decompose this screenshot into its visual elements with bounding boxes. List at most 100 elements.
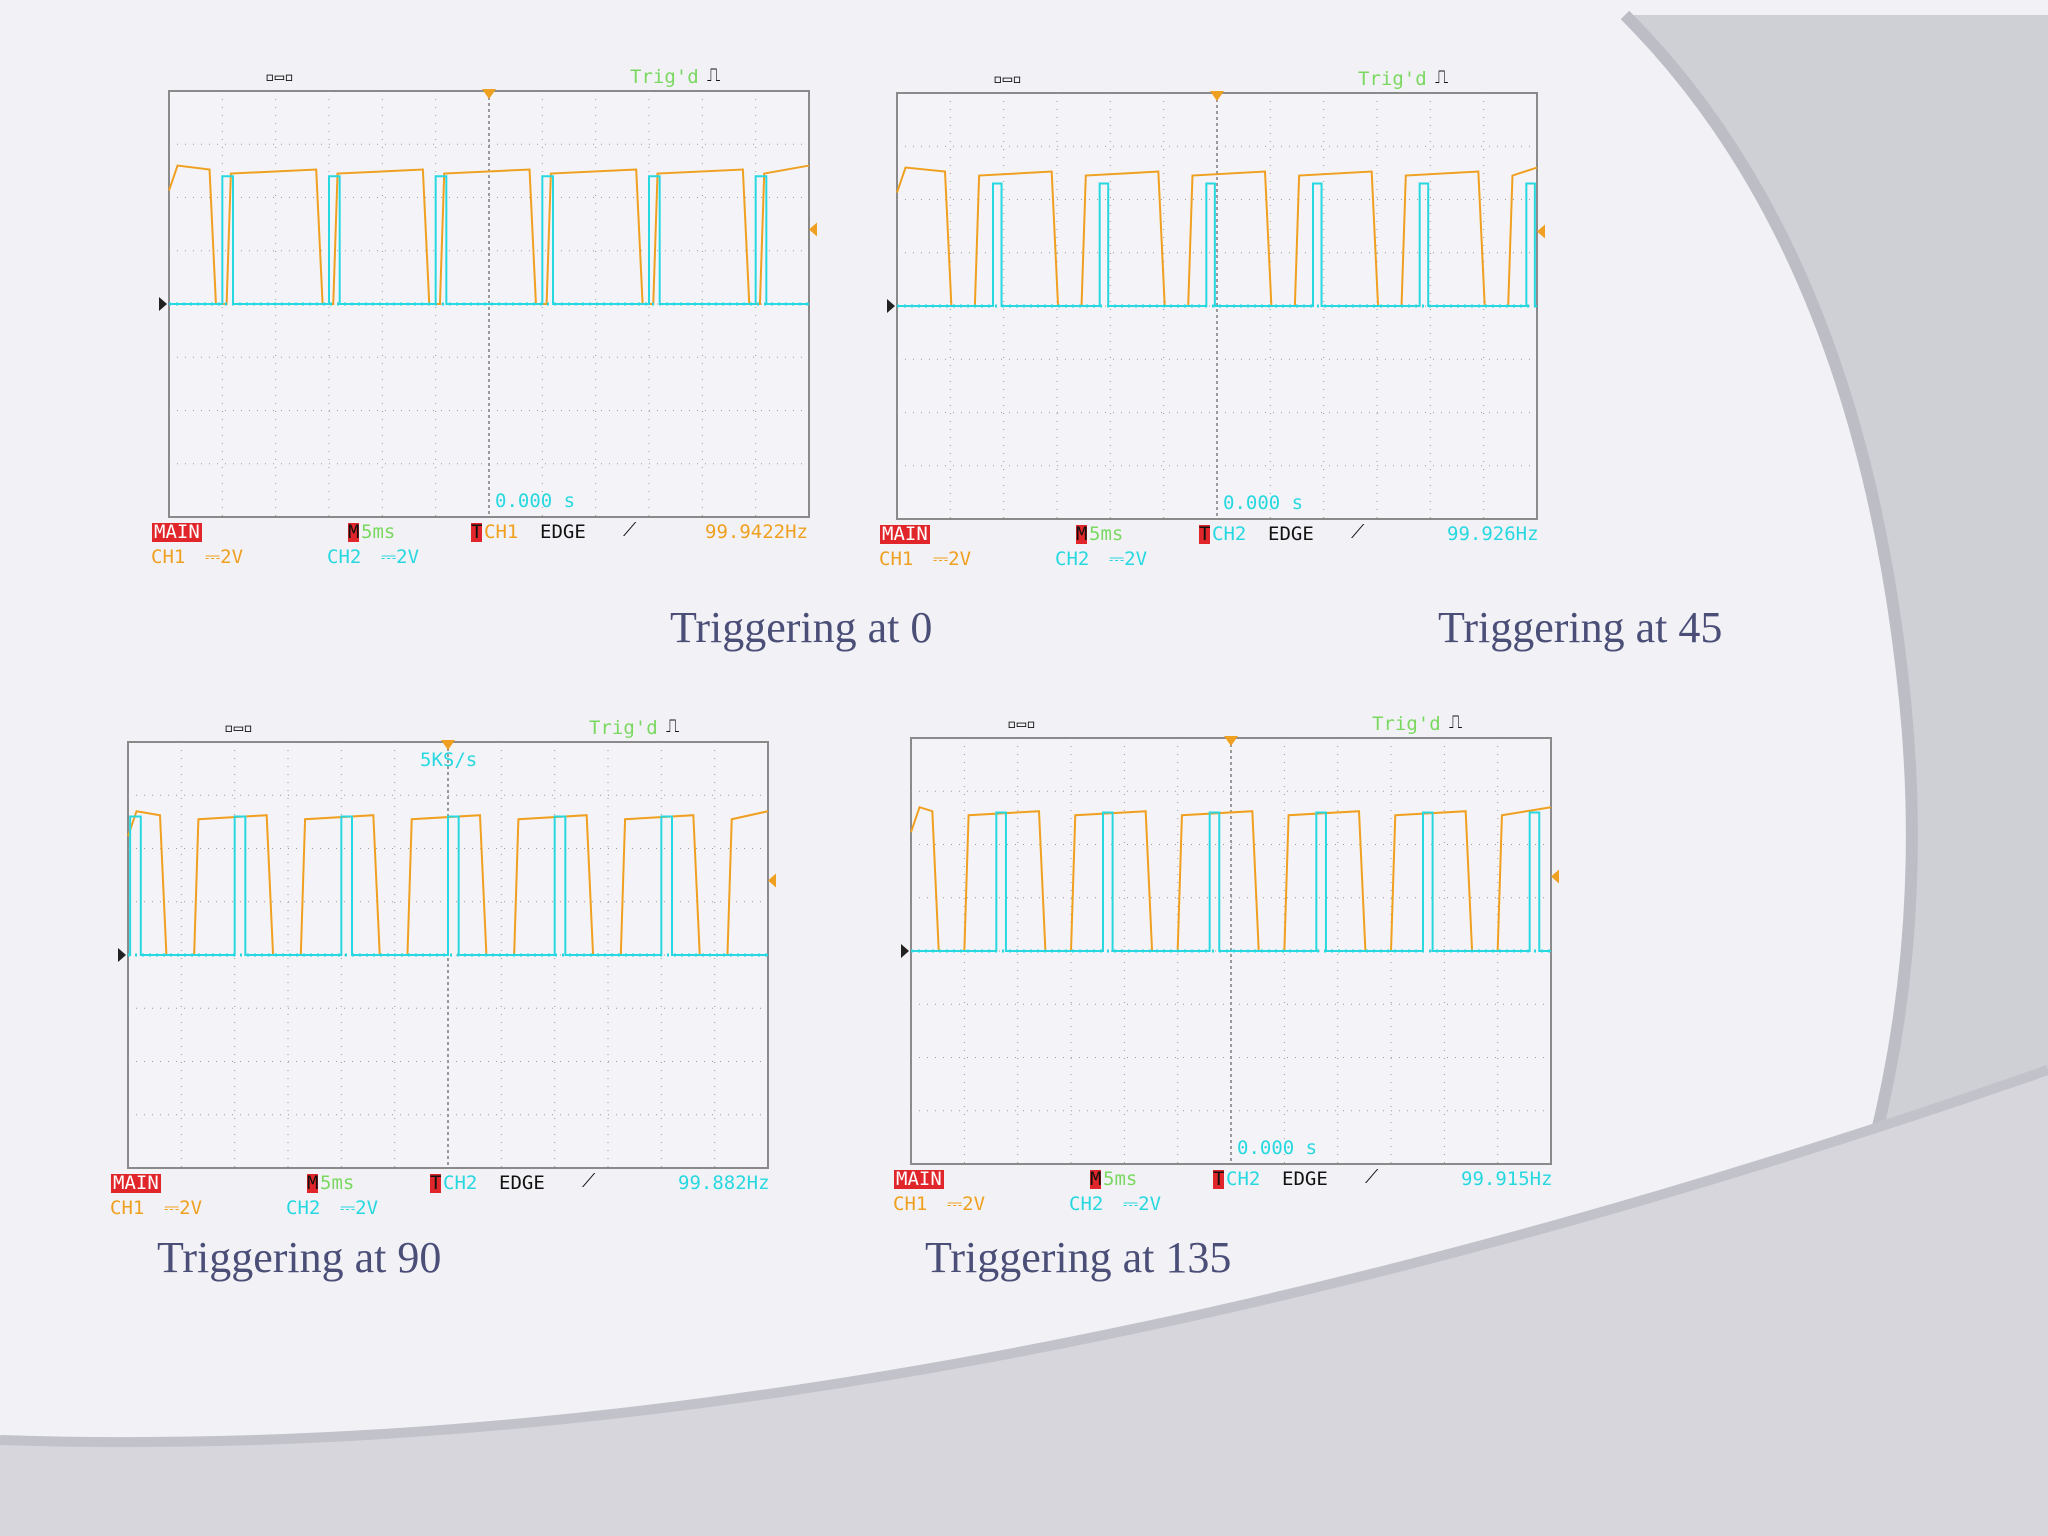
dc-coupling-icon: ⎓ — [947, 1193, 963, 1215]
trigger-position-marker — [482, 89, 496, 99]
trig-status: Trig'd — [1372, 713, 1441, 735]
trigger-type: EDGE — [1268, 523, 1314, 545]
timebase-marker: M — [1090, 1168, 1102, 1190]
storage-icon: ▫▭▫ — [224, 718, 253, 737]
timebase-value: 5ms — [1089, 523, 1124, 545]
ch2-label: CH2 — [327, 546, 362, 568]
scope-screen — [901, 736, 1559, 1165]
trigger-source-value: CH2 — [443, 1172, 478, 1194]
mode-label: MAIN — [880, 523, 930, 545]
trigger-position-marker — [1210, 91, 1224, 101]
dc-coupling-icon: ⎓ — [933, 548, 949, 570]
scope-panel-trig-135: ▫▭▫ Trig'd ⎍ 0.000 s MAIN M5ms TCH2 EDGE… — [887, 707, 1577, 1272]
timebase-marker: M — [307, 1172, 319, 1194]
trigger-position-marker — [1224, 736, 1238, 746]
ch2-scale: ⎓2V — [340, 1199, 378, 1218]
trigger-level-marker — [809, 222, 817, 237]
trigger-marker: T — [1213, 1168, 1225, 1190]
trigger-level-marker — [1537, 224, 1545, 239]
ch1-scale-value: 2V — [948, 548, 972, 570]
ch1-scale: ⎓2V — [933, 550, 971, 569]
timebase-marker: M — [348, 521, 360, 543]
scope-panel-trig-0: ▫▭▫ Trig'd ⎍ 0.000 s MAIN M5ms TCH1 EDGE… — [145, 60, 835, 625]
mode-label: MAIN — [111, 1172, 161, 1194]
trigger-pulse-icon: ⎍ — [666, 715, 680, 737]
trigger-pulse-icon: ⎍ — [707, 64, 721, 86]
scope-screen — [159, 89, 817, 518]
caption-trig-45: Triggering at 45 — [1438, 603, 1723, 652]
storage-icon: ▫▭▫ — [265, 67, 294, 86]
ch2-trace — [169, 175, 809, 305]
trigger-marker: T — [1199, 523, 1211, 545]
trigger-source: TCH2 — [1199, 525, 1246, 544]
ch1-scale: ⎓2V — [205, 548, 243, 567]
ch2-scale: ⎓2V — [381, 548, 419, 567]
frequency: 99.926Hz — [1447, 523, 1539, 545]
trigger-type: EDGE — [540, 521, 586, 543]
storage-icon: ▫▭▫ — [1007, 714, 1036, 733]
caption-trig-135: Triggering at 135 — [925, 1233, 1232, 1282]
ch2-label: CH2 — [1055, 548, 1090, 570]
ch1-scale: ⎓2V — [947, 1195, 985, 1214]
ch1-scale-value: 2V — [962, 1193, 986, 1215]
timebase: M5ms — [307, 1174, 354, 1193]
trigger-pulse-icon: ⎍ — [1449, 711, 1463, 733]
timebase: M5ms — [1090, 1170, 1137, 1189]
ch2-scale: ⎓2V — [1109, 550, 1147, 569]
rising-edge-icon: ⟋ — [1365, 1166, 1379, 1188]
trigger-source: TCH2 — [430, 1174, 477, 1193]
trigger-level-marker — [1551, 869, 1559, 884]
rising-edge-icon: ⟋ — [623, 519, 637, 541]
sample-rate: 5KS/s — [420, 749, 478, 771]
trigger-type: EDGE — [499, 1172, 545, 1194]
rising-edge-icon: ⟋ — [582, 1170, 596, 1192]
trigger-marker: T — [471, 521, 483, 543]
ch1-trace — [168, 164, 810, 305]
time-readout: 0.000 s — [1223, 492, 1304, 514]
frequency: 99.9422Hz — [705, 521, 808, 543]
dc-coupling-icon: ⎓ — [205, 546, 221, 568]
mode-label: MAIN — [894, 1168, 944, 1190]
frequency: 99.882Hz — [678, 1172, 770, 1194]
dc-coupling-icon: ⎓ — [340, 1197, 356, 1219]
trigger-source: TCH2 — [1213, 1170, 1260, 1189]
timebase-value: 5ms — [1103, 1168, 1138, 1190]
ground-level-marker — [118, 948, 126, 962]
dc-coupling-icon: ⎓ — [164, 1197, 180, 1219]
trigger-position-marker — [441, 740, 455, 750]
trig-status: Trig'd — [1358, 68, 1427, 90]
ch1-scale: ⎓2V — [164, 1199, 202, 1218]
ground-level-marker — [901, 944, 909, 958]
ch1-label: CH1 — [151, 546, 186, 568]
ch2-scale-value: 2V — [396, 546, 420, 568]
trigger-marker: T — [430, 1172, 442, 1194]
ch2-scale-value: 2V — [355, 1197, 379, 1219]
ch1-trace — [910, 805, 1552, 952]
ch1-scale-value: 2V — [220, 546, 244, 568]
ground-level-marker — [159, 297, 167, 311]
trigger-source-value: CH1 — [484, 521, 519, 543]
ch1-label: CH1 — [879, 548, 914, 570]
trigger-source: TCH1 — [471, 523, 518, 542]
mode-label: MAIN — [152, 521, 202, 543]
trigger-source-value: CH2 — [1226, 1168, 1261, 1190]
caption-trig-0: Triggering at 0 — [670, 603, 933, 652]
trigger-type: EDGE — [1282, 1168, 1328, 1190]
ch2-label: CH2 — [286, 1197, 321, 1219]
ch1-label: CH1 — [110, 1197, 145, 1219]
dc-coupling-icon: ⎓ — [1123, 1193, 1139, 1215]
timebase-value: 5ms — [320, 1172, 355, 1194]
time-readout: 0.000 s — [1237, 1137, 1318, 1159]
trig-status: Trig'd — [630, 66, 699, 88]
rising-edge-icon: ⟋ — [1351, 521, 1365, 543]
trig-status: Trig'd — [589, 717, 658, 739]
ch1-label: CH1 — [893, 1193, 928, 1215]
ch1-scale-value: 2V — [179, 1197, 203, 1219]
time-readout: 0.000 s — [495, 490, 576, 512]
ground-level-marker — [887, 299, 895, 313]
dc-coupling-icon: ⎓ — [381, 546, 397, 568]
timebase-value: 5ms — [361, 521, 396, 543]
scope-screen — [118, 740, 776, 1169]
caption-trig-90: Triggering at 90 — [157, 1233, 442, 1282]
scope-panel-trig-45: ▫▭▫ Trig'd ⎍ 0.000 s MAIN M5ms TCH2 EDGE… — [873, 62, 1563, 627]
